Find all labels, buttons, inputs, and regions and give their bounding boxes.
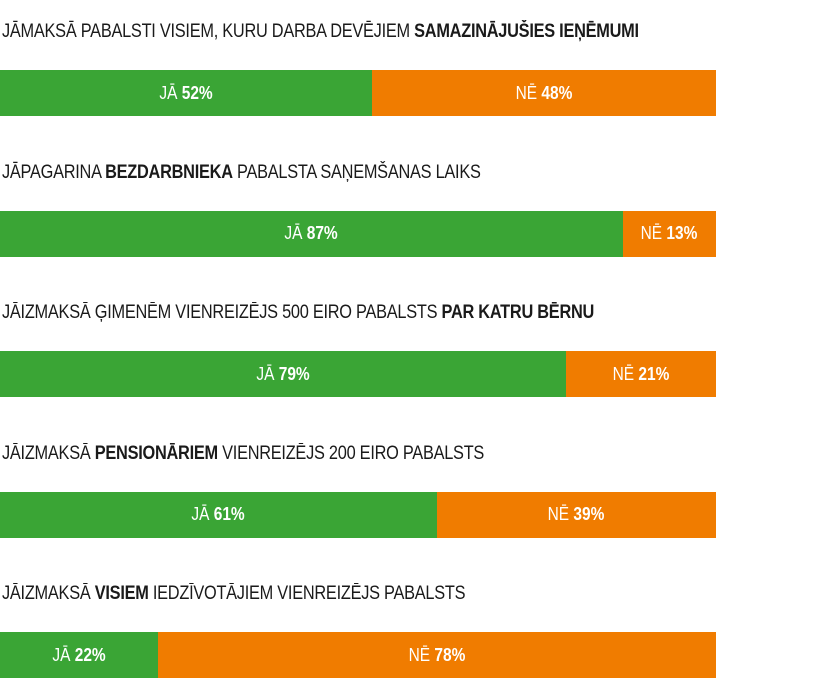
value-label: 87% — [307, 223, 339, 243]
data-label: NĒ 13% — [641, 223, 698, 244]
series-name: NĒ — [547, 504, 570, 524]
bar-row: JĀ 22% NĒ 78% — [0, 632, 716, 678]
question-text: JĀMAKSĀ PABALSTI VISIEM, KURU DARBA DEVĒ… — [2, 21, 415, 42]
series-name: JĀ — [159, 82, 178, 103]
question-label: JĀIZMAKSĀ ĢIMENĒM VIENREIZĒJS 500 EIRO P… — [2, 302, 690, 324]
data-label: NĒ 39% — [548, 504, 605, 525]
question-label: JĀIZMAKSĀ PENSIONĀRIEM VIENREIZĒJS 200 E… — [2, 443, 690, 465]
series-name: NĒ — [612, 363, 634, 384]
bar-row: JĀ 79% NĒ 21% — [0, 351, 716, 397]
series-name: NĒ — [641, 223, 663, 243]
value-label: 79% — [278, 363, 310, 384]
value-label: 39% — [573, 504, 605, 524]
bar-segment-yes: JĀ 61% — [0, 491, 437, 538]
series-name: NĒ — [515, 82, 538, 103]
question-label: JĀIZMAKSĀ VISIEM IEDZĪVOTĀJIEM VIENREIZĒ… — [2, 583, 690, 605]
data-label: JĀ 52% — [159, 83, 212, 104]
value-label: 61% — [214, 504, 246, 524]
bar-segment-no: NĒ 39% — [436, 491, 716, 538]
data-label: NĒ 48% — [516, 83, 573, 104]
value-label: 52% — [181, 82, 213, 103]
question-emphasis: BEZDARBNIEKA — [105, 161, 233, 183]
question-label: JĀMAKSĀ PABALSTI VISIEM, KURU DARBA DEVĒ… — [2, 21, 690, 43]
bar-segment-yes: JĀ 79% — [0, 351, 566, 397]
question-emphasis: SAMAZINĀJUŠIES IEŅĒMUMI — [414, 21, 639, 42]
data-label: JĀ 61% — [192, 504, 245, 525]
question-emphasis: PENSIONĀRIEM — [94, 442, 218, 464]
data-label: JĀ 79% — [256, 364, 309, 385]
value-label: 13% — [666, 223, 698, 243]
question-label: JĀPAGARINA BEZDARBNIEKA PABALSTA SAŅEMŠA… — [2, 162, 690, 184]
series-name: JĀ — [284, 223, 303, 243]
question-emphasis: VISIEM — [94, 583, 149, 604]
series-name: JĀ — [256, 363, 275, 384]
series-name: NĒ — [408, 644, 430, 665]
question-emphasis: PAR KATRU BĒRNU — [441, 302, 595, 323]
bar-segment-no: NĒ 13% — [622, 210, 716, 257]
question-text: IEDZĪVOTĀJIEM VIENREIZĒJS PABALSTS — [148, 583, 466, 604]
series-name: JĀ — [191, 504, 210, 524]
data-label: JĀ 87% — [285, 223, 338, 244]
bar-segment-yes: JĀ 87% — [0, 210, 623, 257]
bar-row: JĀ 52% NĒ 48% — [0, 70, 716, 116]
question-text: JĀIZMAKSĀ ĢIMENĒM VIENREIZĒJS 500 EIRO P… — [2, 302, 442, 323]
value-label: 22% — [74, 644, 106, 665]
series-name: JĀ — [52, 644, 71, 665]
data-label: NĒ 78% — [408, 645, 465, 666]
value-label: 48% — [541, 82, 573, 103]
question-text: JĀIZMAKSĀ — [2, 583, 95, 604]
bar-row: JĀ 61% NĒ 39% — [0, 491, 716, 538]
question-text: VIENREIZĒJS 200 EIRO PABALSTS — [217, 442, 485, 464]
bar-segment-yes: JĀ 22% — [0, 632, 158, 678]
bar-segment-no: NĒ 78% — [157, 632, 716, 678]
bar-segment-no: NĒ 48% — [372, 70, 716, 116]
data-label: JĀ 22% — [52, 645, 105, 666]
data-label: NĒ 21% — [612, 364, 669, 385]
value-label: 21% — [638, 363, 670, 384]
question-text: PABALSTA SAŅEMŠANAS LAIKS — [232, 161, 481, 183]
bar-segment-no: NĒ 21% — [565, 351, 716, 397]
bar-segment-yes: JĀ 52% — [0, 70, 373, 116]
question-text: JĀIZMAKSĀ — [2, 442, 95, 464]
value-label: 78% — [434, 644, 466, 665]
question-text: JĀPAGARINA — [2, 161, 106, 183]
bar-row: JĀ 87% NĒ 13% — [0, 210, 716, 257]
